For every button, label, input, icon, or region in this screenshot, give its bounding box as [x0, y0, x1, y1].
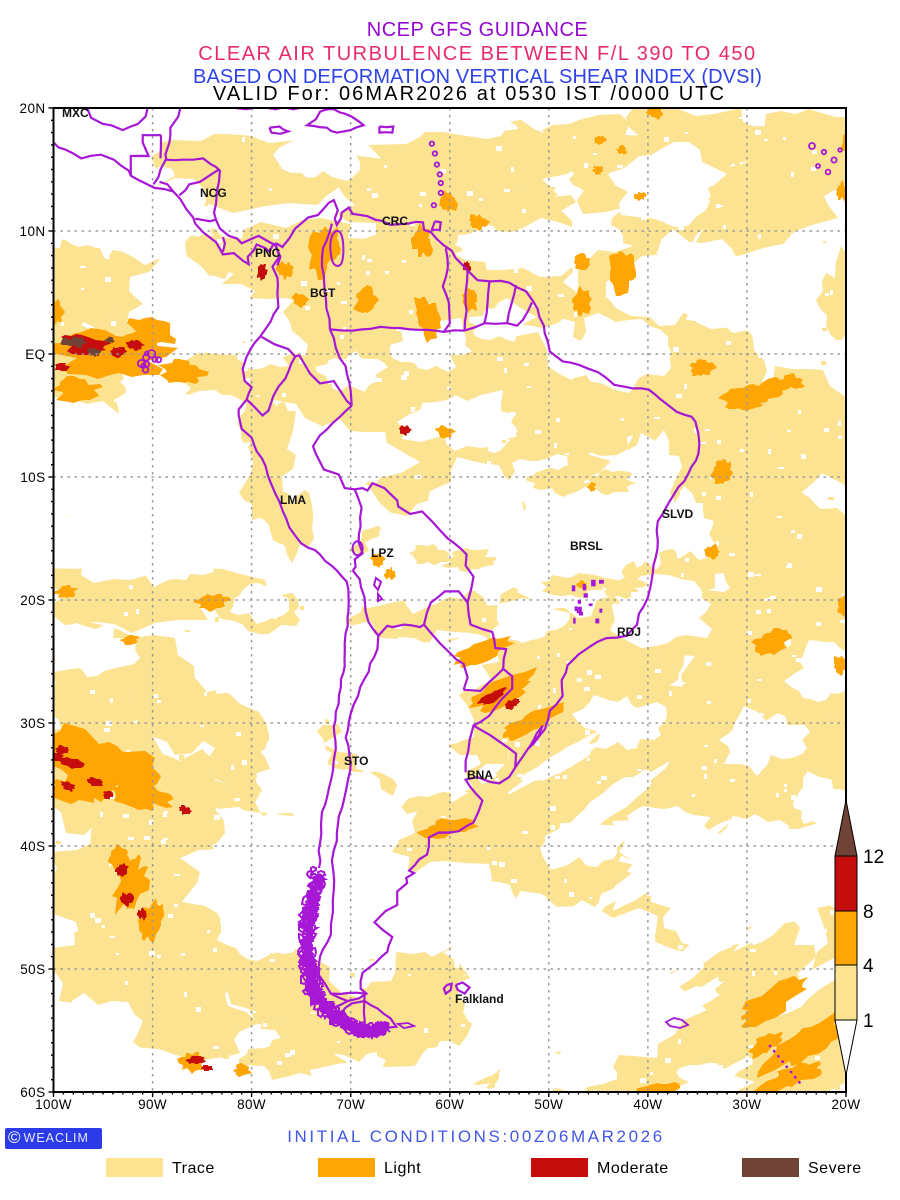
svg-text:50W: 50W	[534, 1097, 563, 1112]
svg-text:20S: 20S	[20, 593, 45, 608]
svg-text:8: 8	[863, 902, 874, 923]
svg-text:LPZ: LPZ	[371, 546, 394, 560]
svg-text:10S: 10S	[20, 470, 45, 485]
svg-text:NCG: NCG	[200, 186, 227, 200]
svg-text:20W: 20W	[832, 1097, 861, 1112]
svg-text:SLVD: SLVD	[662, 507, 693, 521]
svg-text:100W: 100W	[35, 1097, 72, 1112]
svg-text:90W: 90W	[138, 1097, 167, 1112]
svg-text:LMA: LMA	[280, 493, 306, 507]
svg-text:50S: 50S	[20, 962, 45, 977]
svg-text:PNC: PNC	[255, 246, 281, 260]
svg-text:CRC: CRC	[382, 214, 408, 228]
svg-text:BRSL: BRSL	[570, 539, 603, 553]
svg-text:60S: 60S	[20, 1085, 45, 1100]
svg-text:30W: 30W	[732, 1097, 761, 1112]
svg-text:40S: 40S	[20, 839, 45, 854]
svg-text:MXC: MXC	[62, 106, 89, 120]
svg-text:BNA: BNA	[467, 768, 493, 782]
svg-text:Falkland: Falkland	[455, 992, 504, 1006]
svg-text:EQ: EQ	[25, 347, 45, 362]
svg-text:70W: 70W	[336, 1097, 365, 1112]
svg-text:30S: 30S	[20, 716, 45, 731]
svg-text:12: 12	[863, 847, 884, 868]
svg-text:STO: STO	[344, 754, 368, 768]
svg-text:60W: 60W	[435, 1097, 464, 1112]
svg-text:10N: 10N	[20, 224, 46, 239]
svg-text:BGT: BGT	[310, 286, 336, 300]
svg-text:80W: 80W	[237, 1097, 266, 1112]
svg-text:RDJ: RDJ	[617, 625, 641, 639]
svg-text:4: 4	[863, 956, 874, 977]
svg-text:1: 1	[863, 1011, 874, 1032]
svg-text:40W: 40W	[633, 1097, 662, 1112]
svg-text:20N: 20N	[20, 101, 46, 116]
